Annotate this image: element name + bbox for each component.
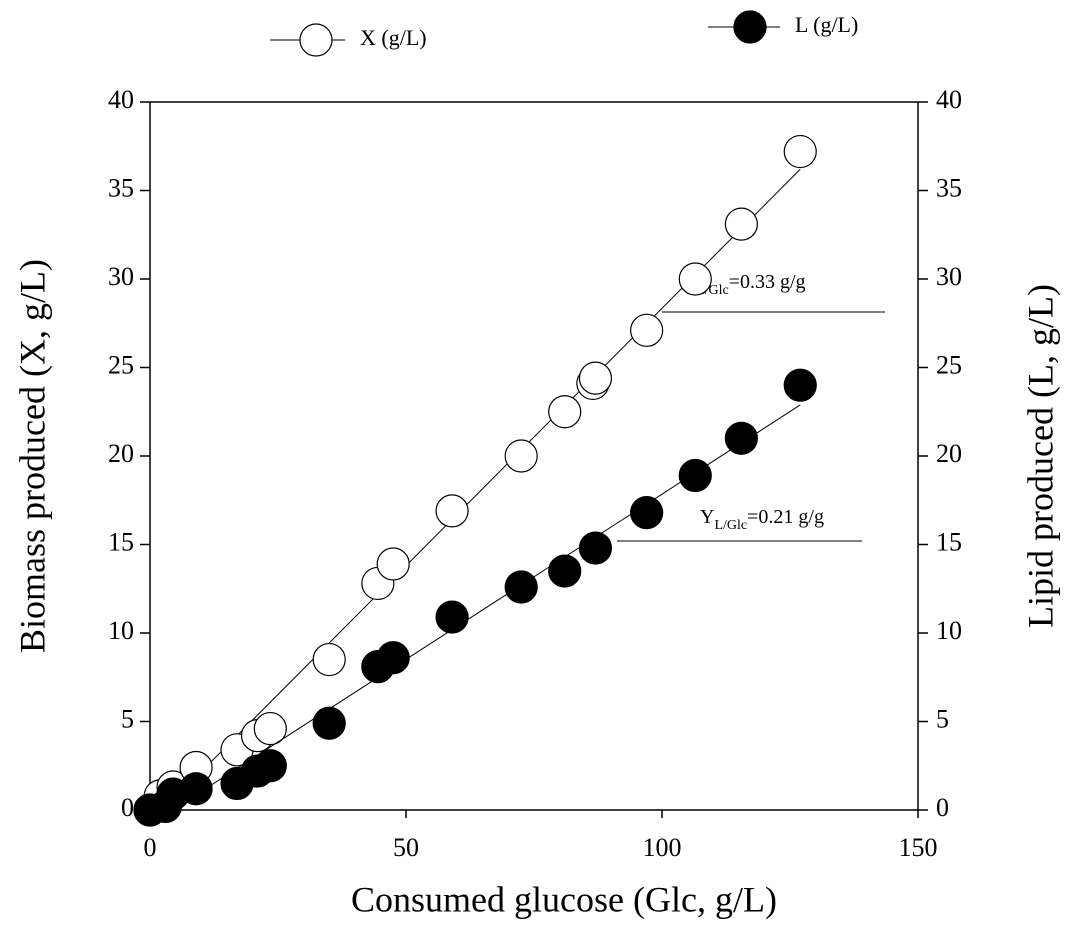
point: [724, 207, 758, 241]
y-tick-label: 5: [121, 704, 134, 733]
legend-marker: [299, 23, 333, 57]
point: [376, 641, 410, 675]
point: [783, 134, 817, 169]
y-axis-label: Biomass produced (X, g/L): [12, 259, 52, 653]
annotation-rest: =0.33 g/g: [729, 271, 806, 293]
y2-tick-label: 40: [936, 85, 962, 114]
y-tick-label: 15: [108, 527, 134, 556]
y2-tick-label: 30: [936, 262, 962, 291]
point: [312, 706, 346, 740]
point: [548, 554, 582, 588]
y2-tick-label: 15: [936, 527, 962, 556]
point: [678, 262, 712, 296]
point: [578, 531, 613, 565]
point: [253, 711, 287, 746]
point: [179, 772, 213, 806]
y-tick-label: 10: [108, 616, 134, 645]
y-tick-label: 0: [121, 793, 134, 822]
legend-label: L (g/L): [795, 12, 858, 37]
point: [724, 421, 758, 455]
y2-tick-label: 5: [936, 704, 949, 733]
y2-tick-label: 20: [936, 439, 962, 468]
x-tick-label: 50: [393, 833, 419, 862]
y2-axis-label: Lipid produced (L, g/L): [1020, 284, 1060, 628]
x-tick-label: 150: [899, 833, 938, 862]
y2-tick-label: 35: [936, 173, 962, 202]
point: [376, 547, 410, 581]
y2-tick-label: 0: [936, 793, 949, 822]
y-tick-label: 35: [108, 173, 134, 202]
annotation-rest: =0.21 g/g: [747, 506, 824, 528]
y-tick-label: 40: [108, 85, 134, 114]
point: [435, 494, 469, 528]
point: [504, 570, 538, 604]
point: [630, 313, 664, 347]
y-tick-label: 25: [108, 350, 134, 379]
point: [630, 496, 664, 530]
annotation-sub: L/Glc: [714, 518, 747, 533]
y-tick-label: 30: [108, 262, 134, 291]
legend-marker: [733, 10, 767, 44]
point: [312, 642, 346, 677]
point: [578, 361, 613, 395]
point: [504, 439, 538, 473]
annotation: YL/Glc=0.21 g/g: [700, 506, 824, 534]
point: [678, 458, 712, 493]
point: [783, 368, 817, 402]
point: [548, 395, 582, 429]
y2-tick-label: 25: [936, 350, 962, 379]
x-tick-label: 100: [643, 833, 682, 862]
y2-tick-label: 10: [936, 616, 962, 645]
x-tick-label: 0: [144, 833, 157, 862]
point: [253, 749, 287, 783]
legend-label: X (g/L): [360, 25, 427, 50]
x-axis-label: Consumed glucose (Glc, g/L): [351, 879, 777, 919]
annotation-main: Y: [700, 506, 714, 528]
y-tick-label: 20: [108, 439, 134, 468]
point: [435, 600, 469, 634]
